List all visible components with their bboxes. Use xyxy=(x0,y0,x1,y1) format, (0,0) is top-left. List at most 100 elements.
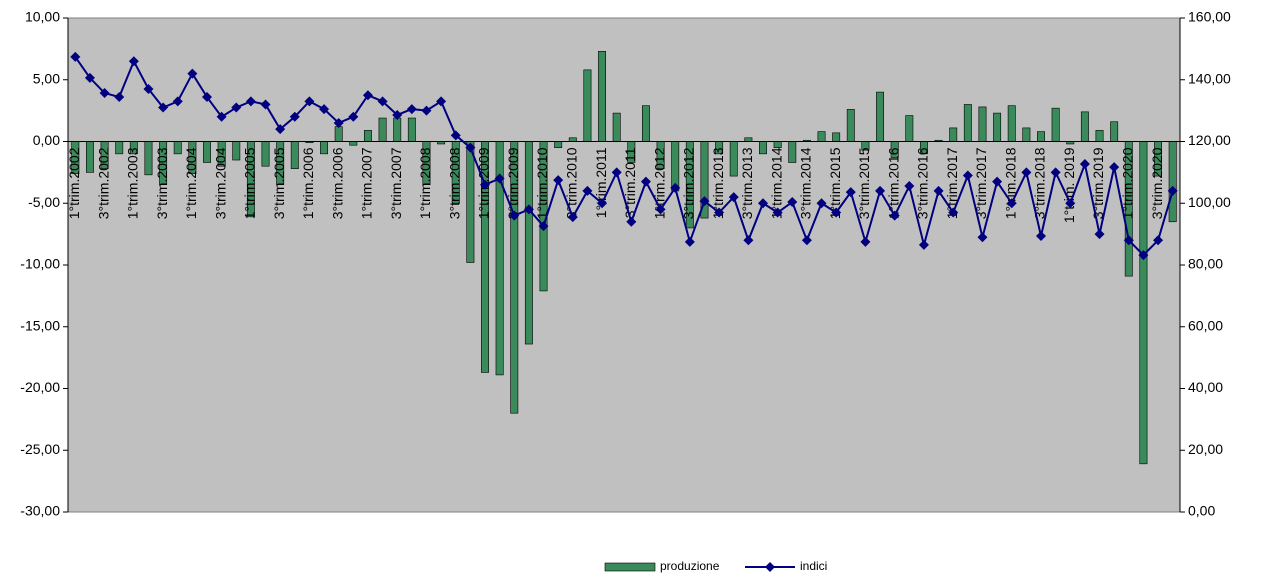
x-tick-label: 1°trim.2020 xyxy=(1119,147,1135,219)
bar xyxy=(612,112,621,142)
bar xyxy=(817,131,826,142)
bar xyxy=(1051,107,1060,142)
marker xyxy=(114,92,125,103)
marker xyxy=(875,185,886,196)
bar xyxy=(949,127,958,142)
x-tick-label: 1°trim.2010 xyxy=(534,147,550,219)
x-tick-label: 1°trim.2015 xyxy=(827,147,843,219)
marker xyxy=(582,185,593,196)
marker xyxy=(450,130,461,141)
bar xyxy=(963,104,972,142)
x-tick-label: 1°trim.2013 xyxy=(710,147,726,219)
x-tick-label: 1°trim.2004 xyxy=(183,147,199,219)
y2-tick-label: 140,00 xyxy=(1188,70,1231,86)
x-tick-label: 1°trim.2017 xyxy=(944,147,960,219)
x-tick-label: 3°trim.2016 xyxy=(915,147,931,219)
marker xyxy=(611,167,622,178)
bar xyxy=(290,141,299,169)
x-tick-label: 1°trim.2006 xyxy=(300,147,316,219)
y2-tick-label: 60,00 xyxy=(1188,317,1223,333)
bar xyxy=(832,132,841,142)
marker xyxy=(801,235,812,246)
bar xyxy=(1168,141,1177,223)
marker xyxy=(962,170,973,181)
marker xyxy=(948,207,959,218)
marker xyxy=(84,72,95,83)
x-tick-label: 3°trim.2012 xyxy=(681,147,697,219)
bar xyxy=(744,137,753,142)
marker xyxy=(275,124,286,135)
bar xyxy=(363,130,372,142)
marker xyxy=(1167,185,1178,196)
marker xyxy=(480,179,490,190)
marker xyxy=(523,204,534,215)
x-tick-label: 1°trim.2005 xyxy=(242,147,258,219)
marker xyxy=(553,175,564,186)
x-tick-label: 3°trim.2004 xyxy=(212,147,228,219)
marker xyxy=(597,198,608,209)
marker xyxy=(1094,229,1105,240)
x-tick-label: 1°trim.2014 xyxy=(768,147,784,219)
marker xyxy=(977,232,988,243)
bar xyxy=(232,141,241,161)
bar xyxy=(349,141,358,146)
bar xyxy=(115,141,124,155)
bar xyxy=(583,69,592,142)
marker xyxy=(143,84,154,95)
bar xyxy=(788,141,797,163)
marker xyxy=(406,104,417,115)
marker xyxy=(202,92,212,103)
bar xyxy=(598,51,607,142)
bar xyxy=(978,106,987,142)
x-tick-label: 3°trim.2003 xyxy=(154,147,170,219)
marker xyxy=(728,192,739,203)
marker xyxy=(494,173,505,184)
y-tick-label: -5,00 xyxy=(28,194,60,210)
marker xyxy=(99,88,110,99)
marker xyxy=(1109,162,1120,173)
marker xyxy=(772,207,783,218)
marker xyxy=(1006,198,1017,209)
x-tick-label: 3°trim.2020 xyxy=(1149,147,1165,219)
marker xyxy=(670,182,681,193)
x-tick-label: 3°trim.2005 xyxy=(271,147,287,219)
marker xyxy=(787,197,798,208)
x-tick-label: 1°trim.2007 xyxy=(359,147,375,219)
marker xyxy=(699,196,710,207)
marker xyxy=(362,90,373,101)
x-tick-label: 3°trim.2008 xyxy=(446,147,462,219)
x-tick-label: 1°trim.2016 xyxy=(885,147,901,219)
marker xyxy=(304,96,315,107)
marker xyxy=(918,239,929,250)
x-tick-label: 3°trim.2013 xyxy=(739,147,755,219)
marker xyxy=(567,212,578,223)
marker xyxy=(992,176,1003,187)
marker xyxy=(1079,159,1090,170)
legend-swatch xyxy=(765,562,775,572)
y2-tick-label: 100,00 xyxy=(1188,194,1231,210)
bar xyxy=(846,109,855,142)
marker xyxy=(377,96,388,107)
y-tick-label: 10,00 xyxy=(25,9,60,25)
marker xyxy=(172,96,183,107)
bar xyxy=(85,141,94,173)
marker xyxy=(128,56,139,67)
marker xyxy=(655,204,666,215)
marker xyxy=(1065,198,1076,209)
marker xyxy=(216,111,227,122)
marker xyxy=(392,109,403,120)
marker xyxy=(714,207,725,218)
bar xyxy=(1037,131,1045,142)
y-tick-label: -10,00 xyxy=(20,256,60,272)
marker xyxy=(509,210,520,221)
marker xyxy=(933,185,944,196)
marker xyxy=(1123,235,1134,246)
x-tick-label: 3°trim.2014 xyxy=(798,147,814,219)
x-tick-label: 3°trim.2017 xyxy=(973,147,989,219)
y2-tick-label: 0,00 xyxy=(1188,503,1215,519)
bar xyxy=(407,117,416,142)
bar xyxy=(1022,127,1031,142)
marker xyxy=(289,111,300,122)
y2-tick-label: 20,00 xyxy=(1188,441,1223,457)
